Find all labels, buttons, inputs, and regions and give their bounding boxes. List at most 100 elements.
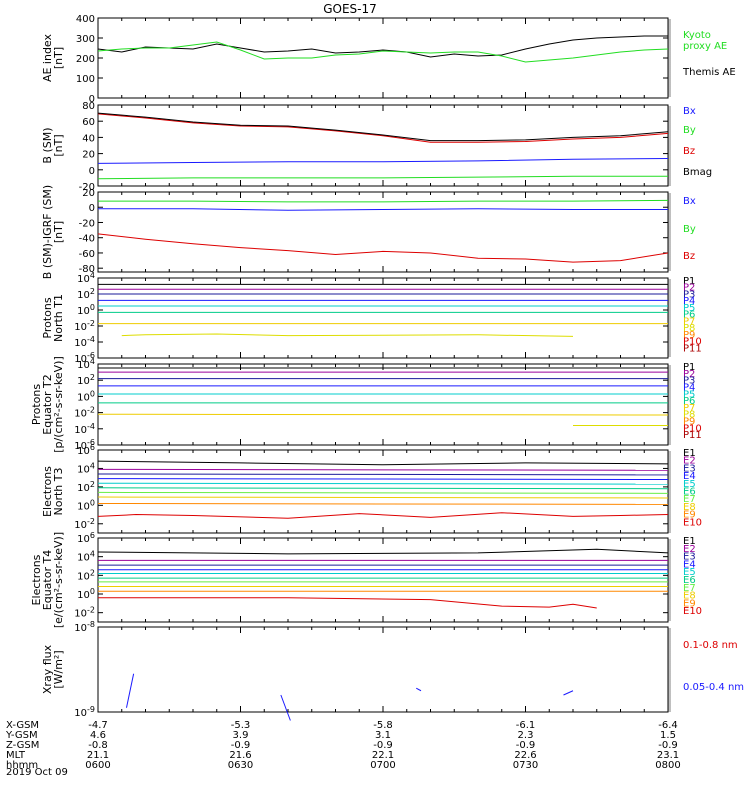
ephem-value: 4.6 — [90, 730, 106, 741]
y-axis-label: [p/(cm²-s-sr-keV)] — [52, 356, 65, 453]
legend-label: Bx — [683, 196, 696, 207]
y-tick-label: 0 — [89, 94, 95, 105]
legend-label: P4 — [683, 382, 695, 393]
legend-label: E2 — [683, 456, 696, 467]
y-axis-label: North T1 — [52, 294, 65, 342]
legend-label: Bx — [683, 106, 696, 117]
series-line-p7 — [97, 413, 669, 416]
legend-label: E1 — [683, 536, 696, 547]
y-tick-label: 0 — [89, 203, 95, 214]
ephem-value: -0.9 — [231, 740, 251, 751]
y-tick-label: 20 — [82, 188, 95, 199]
panel-frame — [97, 17, 669, 99]
plot-title: GOES-17 — [323, 2, 377, 16]
ephem-value: 0700 — [370, 760, 395, 771]
ephem-row-label: Z-GSM — [6, 740, 39, 751]
legend-label: Bz — [683, 251, 695, 262]
panel-frame — [97, 626, 669, 713]
legend-label: 0.05-0.4 nm — [683, 682, 744, 693]
ephem-row-label: Y-GSM — [5, 730, 38, 741]
ephem-value: 22.1 — [372, 750, 394, 761]
legend-label: P11 — [683, 343, 702, 354]
legend-label: P1 — [683, 362, 695, 373]
date-label: 2019 Oct 09 — [6, 767, 68, 778]
y-tick-label: 100 — [77, 587, 95, 601]
xray-segment — [280, 694, 291, 721]
series-line-e9 — [97, 502, 669, 505]
y-tick-label: 10-2 — [74, 517, 95, 531]
panel-frame — [97, 537, 669, 623]
series-line-e5 — [97, 482, 669, 485]
y-axis-label: Xray flux — [41, 644, 54, 694]
panel-frame — [97, 277, 669, 359]
y-tick-label: 102 — [77, 373, 95, 387]
legend-label: E3 — [683, 552, 696, 563]
ephem-value: 21.6 — [229, 750, 251, 761]
ephem-value: -5.3 — [231, 720, 251, 731]
y-tick-label: 100 — [77, 498, 95, 512]
panel-frame — [97, 363, 669, 446]
ephem-value: 21.1 — [87, 750, 109, 761]
xray-segment — [126, 673, 135, 708]
y-tick-label: 102 — [77, 287, 95, 301]
y-axis-label: Protons — [41, 297, 54, 338]
y-axis-label: B (SM)-IGRF (SM) — [41, 185, 54, 279]
y-axis-label: Electrons — [30, 554, 43, 605]
legend-label: E2 — [683, 544, 696, 555]
y-tick-label: 20 — [82, 150, 95, 161]
ephem-value: 0600 — [85, 760, 110, 771]
series-line-kyoto-proxy-ae — [97, 41, 669, 63]
panel-frame — [97, 104, 669, 187]
legend-label: By — [683, 224, 696, 235]
ephem-value: 0730 — [513, 760, 538, 771]
panel-8: 10-9 10-8 Xray flux[W/m²] 0.1-0.8 nm 0.05-0.… — [41, 620, 744, 721]
y-axis-label: Equator T2 — [41, 374, 54, 434]
ephem-value: 0630 — [228, 760, 253, 771]
y-axis-label: Equator T4 — [41, 550, 54, 610]
y-tick-label: 10-2 — [74, 319, 95, 333]
series-line-e6 — [97, 487, 669, 490]
y-axis-label: [nT] — [52, 47, 65, 69]
legend-label: P3 — [683, 376, 695, 387]
series-line-e10 — [97, 512, 669, 519]
y-axis-label: Protons — [30, 384, 43, 425]
legend-label: E7 — [683, 583, 696, 594]
y-tick-label: 10-2 — [74, 406, 95, 420]
legend-label: P2 — [683, 369, 695, 380]
y-tick-label: 106 — [77, 531, 95, 545]
series-line-bz — [97, 113, 669, 143]
ephem-row-label: MLT — [6, 750, 26, 761]
y-tick-label: -20 — [79, 218, 95, 229]
ephem-value: 23.1 — [657, 750, 679, 761]
ephem-value: 22.6 — [514, 750, 536, 761]
y-tick-label: 102 — [77, 568, 95, 582]
y-tick-label: 400 — [76, 14, 95, 25]
legend-label: P9 — [683, 330, 695, 341]
series-line-e1 — [97, 548, 669, 555]
y-axis-label: Electrons — [41, 466, 54, 517]
y-axis-label: AE index — [41, 33, 54, 82]
ephem-value: 1.5 — [660, 730, 676, 741]
xray-segment — [416, 687, 422, 692]
y-tick-label: 104 — [77, 271, 95, 285]
series-line-p8 — [121, 333, 574, 337]
legend-label: P1 — [683, 276, 695, 287]
legend-label: P2 — [683, 283, 695, 294]
legend-label: E6 — [683, 575, 696, 586]
ephem-value: -0.9 — [658, 740, 678, 751]
y-tick-label: 0 — [89, 166, 95, 177]
legend-label: E7 — [683, 494, 696, 505]
ephem-row-label: X-GSM — [6, 720, 39, 731]
ephem-value: -0.9 — [373, 740, 393, 751]
y-tick-label: -80 — [79, 264, 95, 275]
legend-label: P5 — [683, 303, 695, 314]
legend-label: E5 — [683, 479, 696, 490]
panel-2: -20 0 20 40 60 80 B (SM)[nT] Bx By Bz Bmag — [41, 101, 712, 193]
legend-label: E9 — [683, 598, 696, 609]
series-line-e2 — [97, 468, 669, 471]
